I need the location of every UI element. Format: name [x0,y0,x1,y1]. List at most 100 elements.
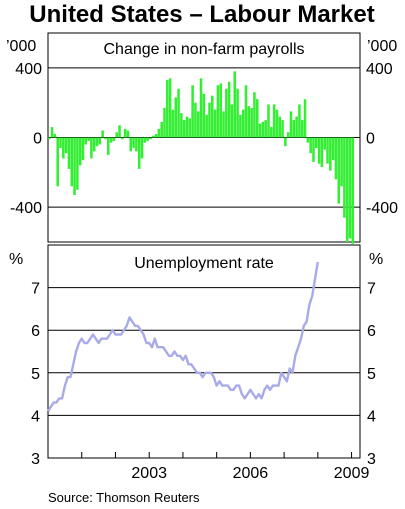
payrolls-bar [275,109,279,138]
payrolls-bar [239,114,242,138]
payrolls-bar [166,80,169,138]
payrolls-panel-title: Change in non-farm payrolls [104,41,305,58]
payrolls-bar [188,118,192,138]
payrolls-bar [253,92,256,138]
payrolls-unit-right: ’000 [367,38,397,55]
payrolls-bar [62,137,65,159]
payrolls-bar [286,132,290,138]
payrolls-bar [227,81,231,138]
payrolls-bar [222,111,225,138]
payrolls-bar [278,116,282,138]
unemployment-tick-label-left: 7 [31,281,40,298]
payrolls-bar [182,120,186,138]
payrolls-bar [345,137,349,242]
payrolls-bar [247,106,251,138]
payrolls-bar [121,137,124,140]
unemployment-x-tick-label: 2006 [233,465,269,482]
unemployment-x-tick-label: 2009 [334,465,370,482]
payrolls-bar [107,137,110,155]
payrolls-bar [104,137,107,140]
payrolls-bar [270,127,273,138]
payrolls-bar [255,99,259,138]
payrolls-bar [199,78,203,138]
payrolls-bar [300,120,304,138]
payrolls-bar [267,104,270,138]
payrolls-tick-label-left: -400 [10,200,42,217]
payrolls-bar [250,107,253,138]
unemployment-tick-label-right: 7 [367,281,376,298]
payrolls-bars [48,71,355,244]
payrolls-bar [216,85,220,138]
payrolls-bar [73,137,76,195]
unemployment-unit-right: % [369,251,383,268]
payrolls-tick-label-left: 0 [33,131,42,148]
payrolls-bar [140,137,144,159]
payrolls-bar [343,137,346,218]
payrolls-bar [337,137,341,204]
payrolls-bar [211,95,214,138]
payrolls-bar [230,104,234,138]
unemployment-panel: Unemployment rate % % 3 34 45 56 67 7 2003 200… [9,244,383,482]
payrolls-tick-label-right: 0 [366,131,375,148]
payrolls-bar [56,137,59,187]
payrolls-bar [233,71,237,138]
payrolls-tick-label-right: 400 [366,61,393,78]
payrolls-bar [53,134,57,138]
payrolls-bar [87,137,90,141]
payrolls-bar [244,85,248,138]
payrolls-bar [320,137,324,168]
payrolls-bar [298,104,301,138]
payrolls-bar [289,111,293,138]
payrolls-bar [272,104,276,138]
unemployment-panel-frame [47,244,361,459]
payrolls-bar [129,137,133,152]
unemployment-tick-label-left: 5 [31,366,40,383]
payrolls-bar [151,135,155,138]
payrolls-bar [163,107,166,138]
payrolls-bar [258,123,262,138]
payrolls-bar [123,128,127,138]
figure-title: United States – Labour Market [29,1,374,28]
payrolls-bar [194,102,197,138]
payrolls-bar [135,137,138,152]
payrolls-bar [137,137,141,169]
unemployment-unit-left: % [9,251,23,268]
payrolls-bar [334,137,338,180]
unemployment-rate-line [47,261,319,412]
payrolls-bar [205,114,208,138]
payrolls-bar [98,137,102,145]
payrolls-bar [323,137,326,150]
unemployment-x-tick-marks [47,452,353,458]
payrolls-bar [70,137,74,187]
payrolls-bar [292,120,296,138]
payrolls-unit-left: ’000 [6,38,36,55]
payrolls-bar [81,137,85,161]
payrolls-bar [185,116,189,138]
payrolls-bar [132,137,135,148]
payrolls-bar [340,137,343,187]
unemployment-tick-label-right: 3 [367,451,376,468]
payrolls-bar [241,109,245,138]
payrolls-bar [48,137,51,140]
payrolls-bar [219,83,222,138]
payrolls-tick-label-left: 400 [15,61,42,78]
payrolls-bar [84,137,88,145]
unemployment-tick-labels: 3 3 4 4 5 5 6 6 7 7 [31,281,376,468]
payrolls-bar [126,130,130,138]
unemployment-x-tick-label: 2003 [131,465,167,482]
unemployment-gridlines [48,287,360,416]
unemployment-tick-label-right: 6 [367,323,376,340]
payrolls-bar [315,137,318,148]
payrolls-bar [331,137,335,161]
source-note: Source: Thomson Reuters [48,490,200,505]
payrolls-bar [329,137,332,171]
payrolls-panel: Change in non-farm payrolls ’000 ’000 40… [6,32,398,244]
payrolls-bar [115,132,118,138]
unemployment-tick-label-left: 4 [31,408,40,425]
payrolls-bar [196,111,200,138]
payrolls-bar [225,88,228,138]
payrolls-bar [236,88,239,138]
unemployment-tick-label-right: 4 [367,408,376,425]
payrolls-bar [143,137,147,143]
payrolls-bar [92,137,96,152]
